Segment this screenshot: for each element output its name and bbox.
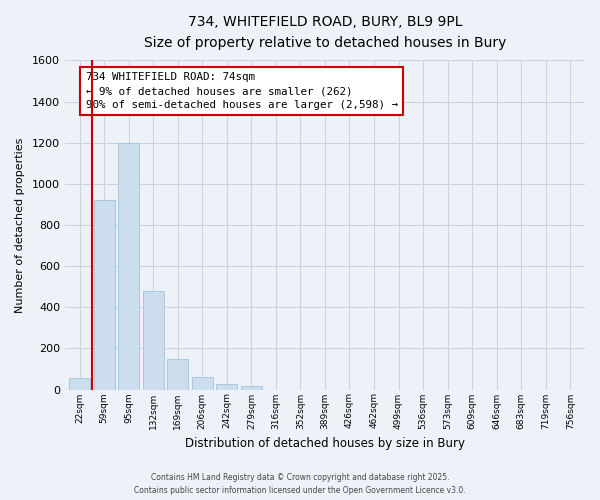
Bar xyxy=(241,386,262,390)
Bar xyxy=(118,142,139,390)
Bar xyxy=(94,200,115,390)
Bar xyxy=(192,377,213,390)
Title: 734, WHITEFIELD ROAD, BURY, BL9 9PL
Size of property relative to detached houses: 734, WHITEFIELD ROAD, BURY, BL9 9PL Size… xyxy=(144,15,506,50)
Text: 734 WHITEFIELD ROAD: 74sqm
← 9% of detached houses are smaller (262)
90% of semi: 734 WHITEFIELD ROAD: 74sqm ← 9% of detac… xyxy=(86,72,398,110)
Bar xyxy=(167,358,188,390)
Bar xyxy=(143,291,164,390)
Text: Contains HM Land Registry data © Crown copyright and database right 2025.
Contai: Contains HM Land Registry data © Crown c… xyxy=(134,474,466,495)
Bar xyxy=(69,378,90,390)
Bar xyxy=(217,384,237,390)
Y-axis label: Number of detached properties: Number of detached properties xyxy=(15,138,25,312)
X-axis label: Distribution of detached houses by size in Bury: Distribution of detached houses by size … xyxy=(185,437,465,450)
